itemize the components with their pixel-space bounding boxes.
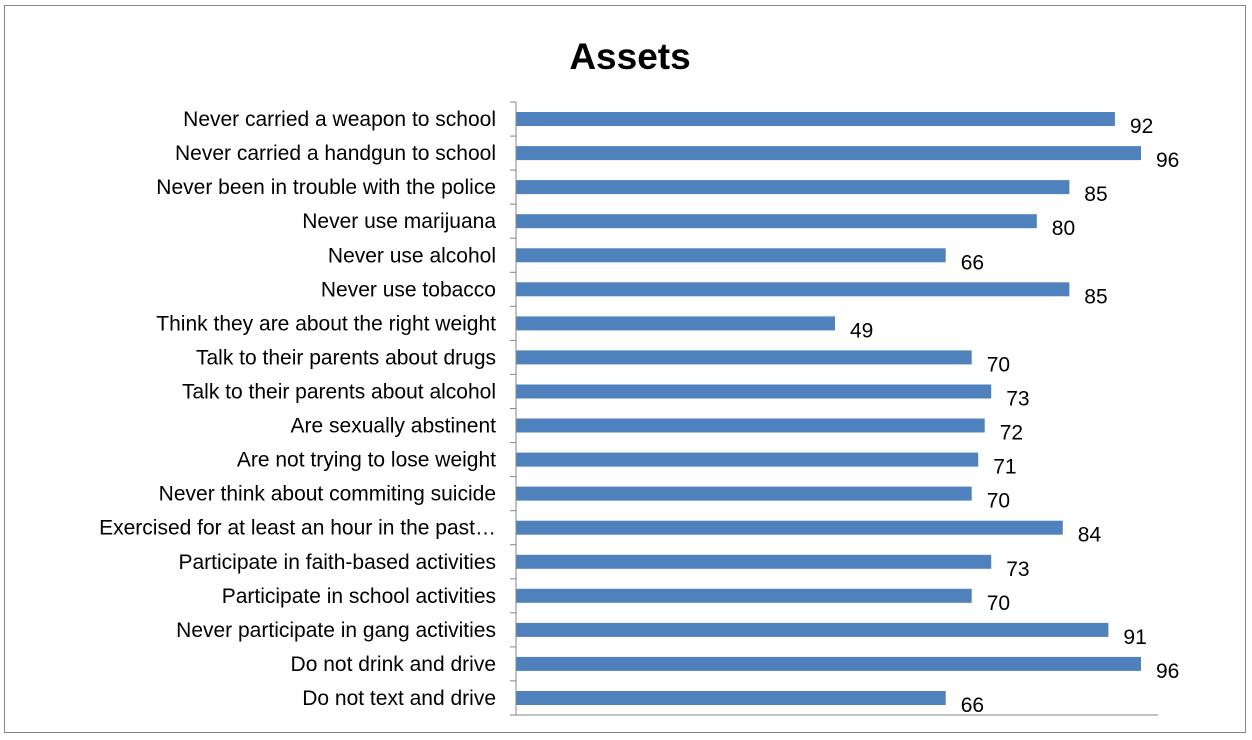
category-label: Never use alcohol: [328, 244, 496, 267]
bar: [516, 554, 992, 569]
data-label: 96: [1156, 149, 1179, 172]
bar: [516, 384, 992, 399]
bar: [516, 214, 1037, 229]
data-label: 66: [961, 251, 984, 274]
category-label: Never think about commiting suicide: [159, 483, 496, 506]
category-label: Think they are about the right weight: [156, 312, 496, 335]
category-label: Never been in trouble with the police: [156, 176, 496, 199]
bar: [516, 486, 972, 501]
category-label: Never use marijuana: [302, 210, 496, 233]
chart-frame: [4, 5, 1246, 733]
chart-title: Assets: [569, 36, 691, 77]
data-label: 70: [987, 353, 1010, 376]
data-label: 70: [987, 592, 1010, 615]
category-label: Never participate in gang activities: [176, 619, 496, 642]
bar: [516, 112, 1115, 126]
data-label: 91: [1123, 626, 1146, 649]
data-label: 70: [987, 490, 1010, 513]
bar: [516, 588, 972, 603]
category-label: Never use tobacco: [321, 278, 496, 301]
data-label: 73: [1006, 388, 1029, 411]
data-label: 96: [1156, 660, 1179, 683]
data-label: 71: [993, 456, 1016, 479]
category-label: Exercised for at least an hour in the pa…: [99, 517, 496, 540]
data-label: 85: [1084, 285, 1107, 308]
category-label: Do not text and drive: [302, 687, 496, 710]
data-label: 49: [850, 319, 873, 342]
axis-layer: [510, 101, 1158, 716]
bars-layer: [516, 112, 1141, 705]
bar: [516, 180, 1070, 195]
category-labels: Never carried a weapon to school Never ca…: [99, 108, 496, 710]
bar: [516, 691, 946, 705]
category-label: Participate in school activities: [222, 585, 496, 608]
data-label: 66: [961, 694, 984, 717]
data-label: 80: [1052, 217, 1075, 240]
bar: [516, 282, 1070, 297]
bar: [516, 520, 1063, 535]
data-label: 73: [1006, 558, 1029, 581]
category-label: Do not drink and drive: [291, 653, 496, 676]
data-label: 92: [1130, 115, 1153, 138]
category-label: Are not trying to lose weight: [237, 449, 496, 472]
bar: [516, 418, 985, 433]
bar: [516, 350, 972, 365]
category-label: Talk to their parents about drugs: [196, 346, 496, 369]
category-label: Participate in faith-based activities: [179, 551, 497, 574]
bar: [516, 622, 1109, 637]
category-label: Never carried a handgun to school: [175, 142, 496, 165]
data-label: 72: [1000, 422, 1023, 445]
bar: [516, 248, 946, 263]
data-label: 84: [1078, 524, 1102, 547]
bar: [516, 146, 1141, 161]
bar: [516, 316, 835, 331]
bar: [516, 656, 1141, 671]
category-label: Are sexually abstinent: [291, 415, 497, 438]
data-label: 85: [1084, 183, 1107, 206]
category-label: Never carried a weapon to school: [183, 108, 496, 131]
bar: [516, 452, 979, 467]
category-label: Talk to their parents about alcohol: [182, 381, 496, 404]
